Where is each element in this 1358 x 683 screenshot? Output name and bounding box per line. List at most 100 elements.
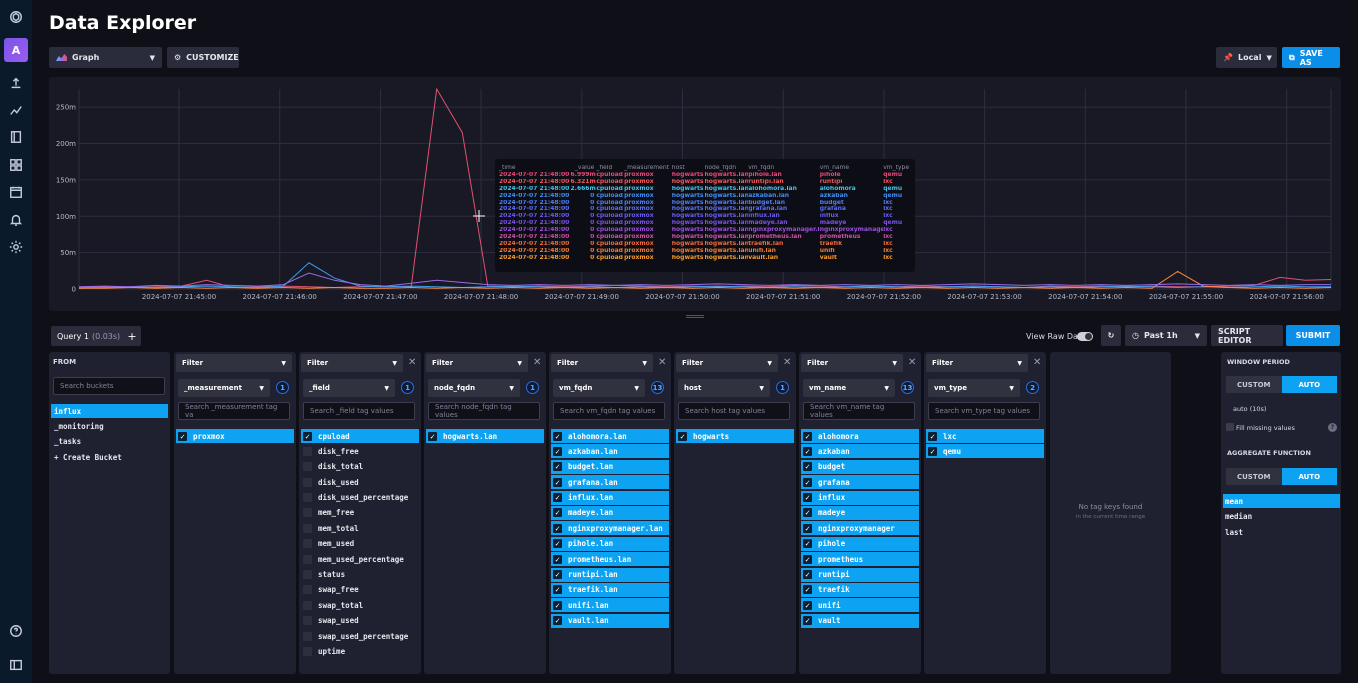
tag-value-item[interactable]: disk_free	[301, 444, 419, 458]
tag-key-dropdown[interactable]: _field ▼	[303, 379, 395, 397]
checkbox-checked-icon[interactable]: ✓	[928, 431, 937, 441]
script-editor-button[interactable]: SCRIPT EDITOR	[1211, 325, 1283, 346]
checkbox-checked-icon[interactable]: ✓	[553, 554, 562, 564]
tag-value-item[interactable]: ✓ prometheus	[801, 552, 919, 567]
checkbox-icon[interactable]	[303, 477, 312, 487]
filter-function-dropdown[interactable]: Filter ▼	[676, 354, 778, 372]
filter-function-dropdown[interactable]: Filter ▼	[926, 354, 1028, 372]
time-range-dropdown[interactable]: ◷ Past 1h ▼	[1125, 325, 1207, 346]
checkbox-checked-icon[interactable]: ✓	[803, 570, 812, 580]
tag-search-input[interactable]: Search host tag values	[678, 402, 790, 420]
close-icon[interactable]: ✕	[658, 357, 667, 368]
upload-icon[interactable]	[8, 75, 24, 91]
collapse-icon[interactable]	[8, 657, 24, 673]
close-icon[interactable]: ✕	[408, 357, 417, 368]
checkbox-checked-icon[interactable]: ✓	[553, 616, 562, 626]
tag-value-item[interactable]: ✓ nginxproxymanager	[801, 521, 919, 536]
tag-search-input[interactable]: Search vm_fqdn tag values	[553, 402, 665, 420]
graph-icon[interactable]	[8, 102, 24, 118]
tag-value-item[interactable]: swap_free	[301, 583, 419, 597]
tag-value-item[interactable]: ✓ unifi.lan	[551, 598, 669, 613]
checkbox-checked-icon[interactable]: ✓	[553, 523, 562, 533]
tag-value-item[interactable]: ✓ hogwarts.lan	[426, 429, 544, 443]
aggregate-function-item[interactable]: mean	[1223, 494, 1340, 508]
tag-value-item[interactable]: ✓ traefik.lan	[551, 582, 669, 597]
checkbox-icon[interactable]	[303, 585, 312, 595]
tag-value-item[interactable]: disk_used	[301, 475, 419, 489]
tag-key-dropdown[interactable]: vm_name ▼	[803, 379, 895, 397]
checkbox-checked-icon[interactable]: ✓	[428, 431, 437, 441]
book-icon[interactable]	[8, 129, 24, 145]
resize-handle[interactable]	[686, 315, 704, 318]
tag-value-item[interactable]: ✓ madeye	[801, 505, 919, 520]
filter-function-dropdown[interactable]: Filter ▼	[426, 354, 528, 372]
tag-value-item[interactable]: ✓ azkaban.lan	[551, 444, 669, 459]
checkbox-checked-icon[interactable]: ✓	[803, 616, 812, 626]
tag-search-input[interactable]: Search _field tag values	[303, 402, 415, 420]
checkbox-icon[interactable]	[303, 446, 312, 456]
search-buckets-input[interactable]: Search buckets	[53, 377, 165, 395]
save-as-button[interactable]: ⧉ SAVE AS	[1282, 47, 1340, 68]
checkbox-checked-icon[interactable]: ✓	[803, 446, 812, 456]
checkbox-checked-icon[interactable]: ✓	[553, 477, 562, 487]
bucket-item[interactable]: _tasks	[54, 437, 82, 447]
checkbox-icon[interactable]	[303, 493, 312, 503]
close-icon[interactable]: ✕	[1033, 357, 1042, 368]
tag-value-item[interactable]: swap_total	[301, 598, 419, 612]
tag-value-item[interactable]: mem_used	[301, 537, 419, 551]
checkbox-checked-icon[interactable]: ✓	[553, 431, 562, 441]
tag-value-item[interactable]: ✓ alohomora.lan	[551, 429, 669, 443]
tag-search-input[interactable]: Search vm_name tag values	[803, 402, 915, 420]
tag-value-item[interactable]: ✓ madeye.lan	[551, 505, 669, 520]
tag-value-item[interactable]: ✓ qemu	[926, 444, 1044, 459]
tag-value-item[interactable]: ✓ lxc	[926, 429, 1044, 443]
tag-value-item[interactable]: ✓ runtipi	[801, 567, 919, 582]
checkbox-checked-icon[interactable]: ✓	[928, 446, 937, 456]
tag-key-dropdown[interactable]: node_fqdn ▼	[428, 379, 520, 397]
refresh-button[interactable]: ↻	[1101, 325, 1121, 346]
window-custom-button[interactable]: CUSTOM	[1226, 376, 1282, 393]
tag-value-item[interactable]: ✓ influx	[801, 490, 919, 505]
tag-value-item[interactable]: swap_used_percentage	[301, 629, 419, 643]
checkbox-checked-icon[interactable]: ✓	[803, 523, 812, 533]
aggregate-auto-button[interactable]: AUTO	[1281, 468, 1337, 485]
graph-type-dropdown[interactable]: Graph ▼	[49, 47, 162, 68]
tag-value-item[interactable]: ✓ budget.lan	[551, 459, 669, 474]
checkbox-icon[interactable]	[303, 570, 312, 580]
window-auto-button[interactable]: AUTO	[1281, 376, 1337, 393]
bucket-item[interactable]: influx	[51, 404, 168, 418]
checkbox-checked-icon[interactable]: ✓	[178, 431, 187, 441]
dashboards-icon[interactable]	[8, 157, 24, 173]
close-icon[interactable]: ✕	[533, 357, 542, 368]
bucket-item[interactable]: _monitoring	[54, 421, 104, 431]
tag-value-item[interactable]: ✓ vault	[801, 613, 919, 628]
tag-value-item[interactable]: ✓ pihole	[801, 536, 919, 551]
tag-search-input[interactable]: Search node_fqdn tag values	[428, 402, 540, 420]
filter-function-dropdown[interactable]: Filter ▼	[301, 354, 403, 372]
filter-function-dropdown[interactable]: Filter ▼	[176, 354, 292, 372]
checkbox-checked-icon[interactable]: ✓	[303, 431, 312, 441]
filter-function-dropdown[interactable]: Filter ▼	[801, 354, 903, 372]
tag-value-item[interactable]: mem_free	[301, 506, 419, 520]
tag-value-item[interactable]: ✓ runtipi.lan	[551, 567, 669, 582]
close-icon[interactable]: ✕	[783, 357, 792, 368]
tag-value-item[interactable]: mem_total	[301, 521, 419, 535]
tag-value-item[interactable]: ✓ cpuload	[301, 429, 419, 443]
checkbox-icon[interactable]	[303, 523, 312, 533]
bell-icon[interactable]	[8, 212, 24, 228]
checkbox-icon[interactable]	[303, 631, 312, 641]
checkbox-checked-icon[interactable]: ✓	[553, 462, 562, 472]
checkbox-checked-icon[interactable]: ✓	[553, 585, 562, 595]
help-icon[interactable]: ?	[1328, 423, 1337, 432]
calendar-icon[interactable]	[8, 184, 24, 200]
tag-value-item[interactable]: swap_used	[301, 614, 419, 628]
tag-value-item[interactable]: ✓ unifi	[801, 598, 919, 613]
tag-value-item[interactable]: ✓ influx.lan	[551, 490, 669, 505]
tag-key-dropdown[interactable]: vm_type ▼	[928, 379, 1020, 397]
avatar[interactable]: A	[4, 38, 28, 62]
tag-value-item[interactable]: ✓ grafana.lan	[551, 475, 669, 490]
close-icon[interactable]: ✕	[908, 357, 917, 368]
checkbox-icon[interactable]	[303, 462, 312, 472]
customize-button[interactable]: ⚙ CUSTOMIZE	[167, 47, 239, 68]
tag-value-item[interactable]: disk_used_percentage	[301, 491, 419, 505]
